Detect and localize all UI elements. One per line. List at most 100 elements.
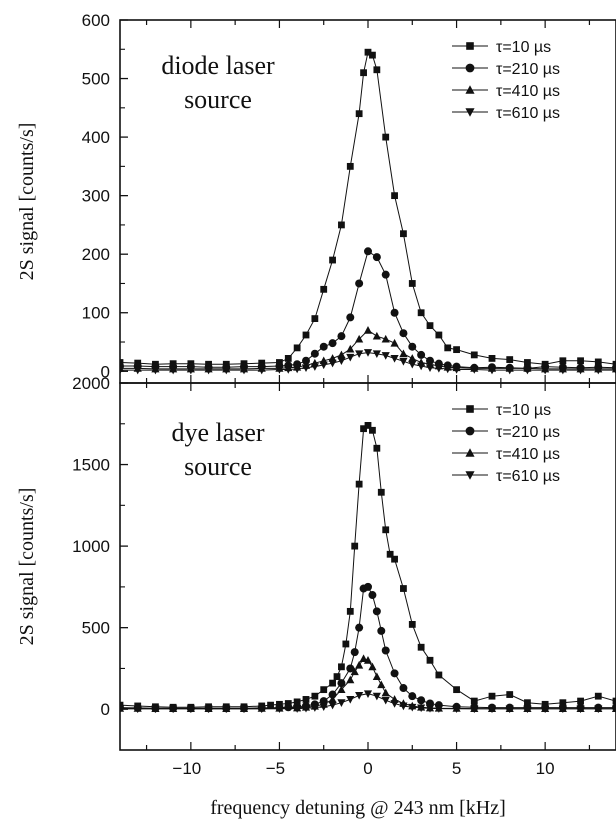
- data-point: [408, 703, 417, 712]
- x-tick-label: 5: [452, 759, 461, 778]
- data-point: [239, 366, 249, 375]
- data-point: [333, 673, 341, 680]
- data-point: [611, 705, 616, 714]
- data-point: [368, 591, 377, 600]
- data-point: [302, 356, 310, 365]
- data-point: [355, 110, 363, 118]
- data-point: [328, 695, 337, 703]
- data-point: [329, 679, 336, 687]
- data-point: [320, 285, 328, 293]
- data-point: [594, 705, 603, 714]
- data-point: [120, 705, 125, 714]
- data-point: [523, 366, 532, 375]
- data-point: [470, 351, 478, 359]
- data-point: [222, 366, 231, 375]
- data-point: [169, 366, 178, 375]
- data-point: [408, 360, 417, 369]
- data-point: [488, 692, 496, 700]
- data-point: [559, 357, 567, 365]
- data-point: [452, 366, 461, 374]
- data-point: [355, 623, 364, 632]
- data-point: [576, 705, 585, 714]
- data-point: [443, 365, 452, 374]
- data-point: [364, 422, 372, 429]
- data-point: [311, 692, 319, 700]
- data-point: [408, 280, 416, 287]
- data-point: [417, 362, 426, 371]
- data-point: [346, 353, 355, 362]
- data-point: [311, 315, 319, 322]
- data-point: [408, 354, 417, 362]
- data-point: [364, 582, 372, 591]
- data-point: [293, 705, 302, 713]
- legend-marker: [465, 63, 475, 73]
- data-point: [425, 364, 435, 373]
- data-point: [425, 705, 435, 713]
- data-point: [239, 705, 249, 714]
- data-point: [505, 705, 514, 714]
- legend-marker: [465, 85, 475, 94]
- data-point: [257, 366, 266, 375]
- data-point: [390, 308, 399, 317]
- data-point: [408, 692, 417, 701]
- legend-marker: [466, 42, 474, 50]
- data-point: [558, 366, 567, 375]
- data-point: [151, 705, 160, 714]
- data-point: [186, 366, 195, 375]
- data-point: [328, 359, 337, 368]
- data-point: [363, 349, 373, 357]
- data-point: [310, 349, 319, 358]
- data-point: [369, 51, 376, 59]
- data-point: [284, 355, 292, 362]
- data-point: [390, 355, 399, 363]
- data-point: [359, 654, 368, 663]
- legend-marker: [465, 426, 475, 436]
- data-point: [381, 646, 390, 655]
- data-point: [346, 313, 355, 322]
- data-point: [363, 656, 373, 664]
- data-point: [523, 705, 532, 714]
- data-point: [444, 344, 452, 352]
- data-point: [355, 691, 364, 700]
- data-point: [435, 331, 443, 339]
- data-point: [369, 426, 376, 434]
- data-point: [337, 685, 346, 694]
- data-point: [151, 366, 160, 375]
- data-point: [417, 643, 425, 651]
- data-point: [576, 366, 585, 375]
- data-point: [470, 366, 479, 374]
- series-line-1: [120, 424, 616, 708]
- data-point: [373, 66, 381, 74]
- y-tick-label: 300: [82, 187, 110, 206]
- data-point: [381, 696, 390, 705]
- y-tick-label: 200: [82, 245, 110, 264]
- data-point: [351, 542, 359, 550]
- data-point: [346, 675, 355, 684]
- data-point: [337, 679, 346, 688]
- data-point: [434, 364, 443, 373]
- series-group: [120, 422, 616, 714]
- x-tick-label: 0: [363, 759, 372, 778]
- data-point: [426, 656, 434, 664]
- data-point: [400, 230, 407, 238]
- data-point: [320, 686, 328, 694]
- data-point: [133, 705, 142, 714]
- data-point: [577, 357, 584, 365]
- data-point: [399, 329, 408, 338]
- data-point: [204, 366, 213, 375]
- panel-diode-laser: 0 100 200 300 400 500 600 2S signal [counts/s] d…: [16, 11, 616, 384]
- data-point: [319, 361, 328, 370]
- data-point: [337, 699, 346, 707]
- data-point: [612, 697, 616, 705]
- data-point: [372, 331, 381, 340]
- data-point: [594, 692, 602, 700]
- data-point: [284, 366, 293, 374]
- data-point: [417, 350, 426, 359]
- y-tick-label: 2000: [72, 374, 110, 393]
- x-tick-label: −5: [266, 759, 285, 778]
- data-point: [355, 660, 364, 669]
- data-point: [470, 705, 479, 714]
- series-line-3: [120, 658, 616, 710]
- data-point: [506, 356, 514, 363]
- data-point: [372, 692, 381, 701]
